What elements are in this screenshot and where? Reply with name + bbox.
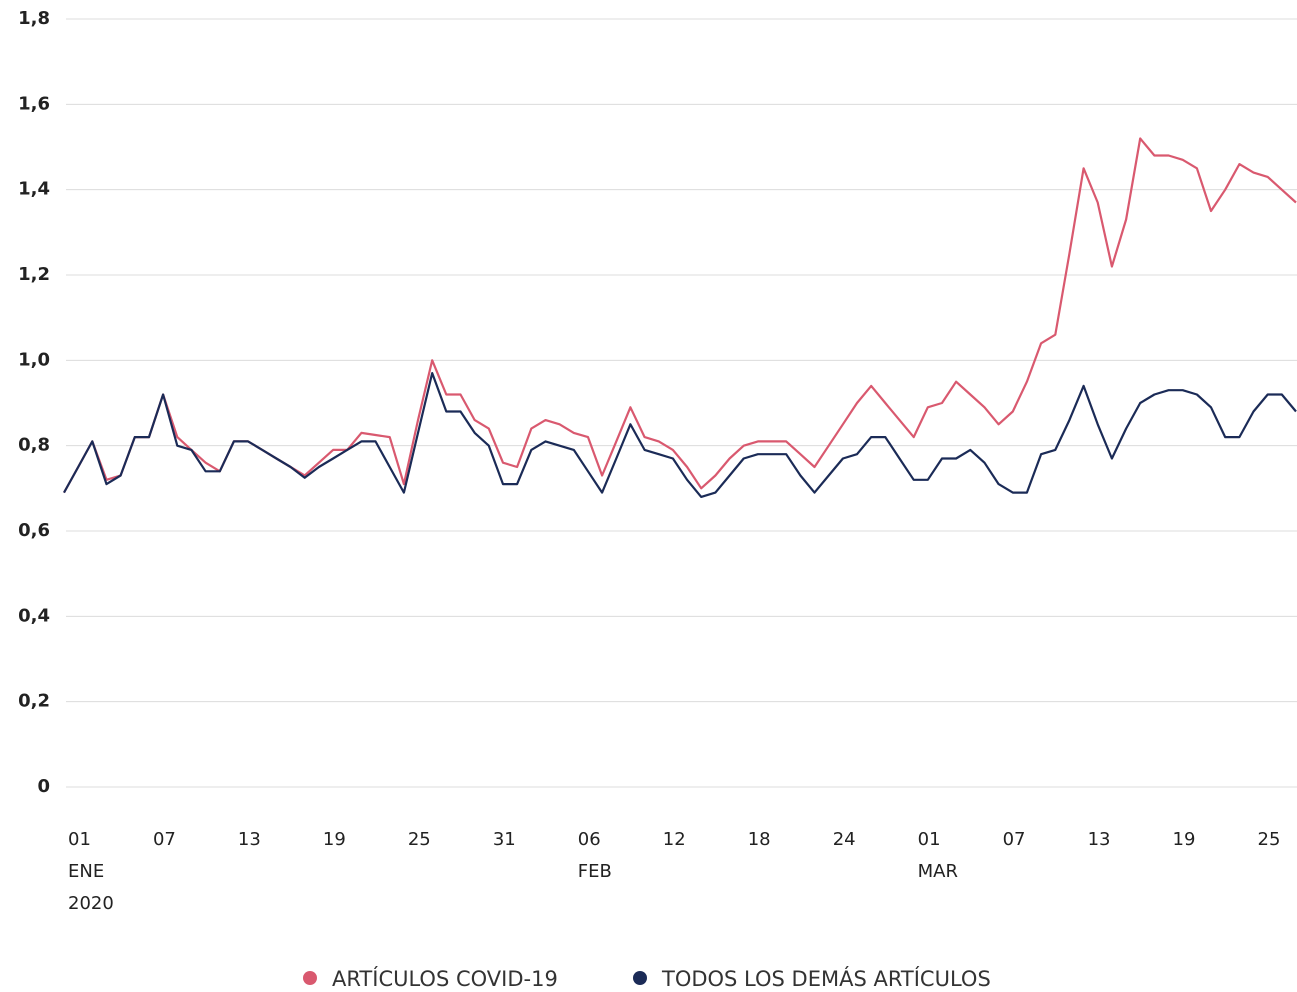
legend-marker bbox=[633, 971, 647, 985]
x-year-label: 2020 bbox=[68, 893, 114, 914]
x-tick-label: 19 bbox=[1173, 829, 1196, 850]
x-month-label: MAR bbox=[918, 861, 958, 882]
y-tick-label: 0,4 bbox=[18, 605, 50, 626]
series-line bbox=[63, 372, 1297, 498]
y-tick-label: 1,6 bbox=[18, 93, 50, 114]
x-tick-label: 07 bbox=[153, 829, 176, 850]
x-tick-label: 01 bbox=[68, 829, 91, 850]
legend-label: ARTÍCULOS COVID-19 bbox=[332, 966, 558, 991]
x-tick-label: 12 bbox=[663, 829, 686, 850]
x-month-label: ENE bbox=[68, 861, 104, 882]
y-tick-label: 0,8 bbox=[18, 435, 50, 456]
y-tick-label: 1,0 bbox=[18, 349, 50, 370]
x-tick-label: 18 bbox=[748, 829, 771, 850]
x-tick-label: 25 bbox=[1258, 829, 1281, 850]
y-tick-label: 0 bbox=[37, 776, 50, 797]
y-tick-label: 1,4 bbox=[18, 179, 50, 200]
x-tick-label: 25 bbox=[408, 829, 431, 850]
legend-marker bbox=[303, 971, 317, 985]
y-tick-label: 1,2 bbox=[18, 264, 50, 285]
series-line bbox=[63, 137, 1297, 494]
x-tick-label: 01 bbox=[918, 829, 941, 850]
x-tick-label: 31 bbox=[493, 829, 516, 850]
y-tick-label: 0,6 bbox=[18, 520, 50, 541]
x-tick-label: 19 bbox=[323, 829, 346, 850]
x-tick-label: 07 bbox=[1003, 829, 1026, 850]
x-tick-label: 24 bbox=[833, 829, 856, 850]
x-tick-label: 13 bbox=[238, 829, 261, 850]
y-tick-label: 1,8 bbox=[18, 8, 50, 29]
y-tick-label: 0,2 bbox=[18, 691, 50, 712]
legend-label: TODOS LOS DEMÁS ARTÍCULOS bbox=[661, 966, 991, 991]
x-month-label: FEB bbox=[578, 861, 612, 882]
x-tick-label: 13 bbox=[1088, 829, 1111, 850]
x-tick-label: 06 bbox=[578, 829, 601, 850]
